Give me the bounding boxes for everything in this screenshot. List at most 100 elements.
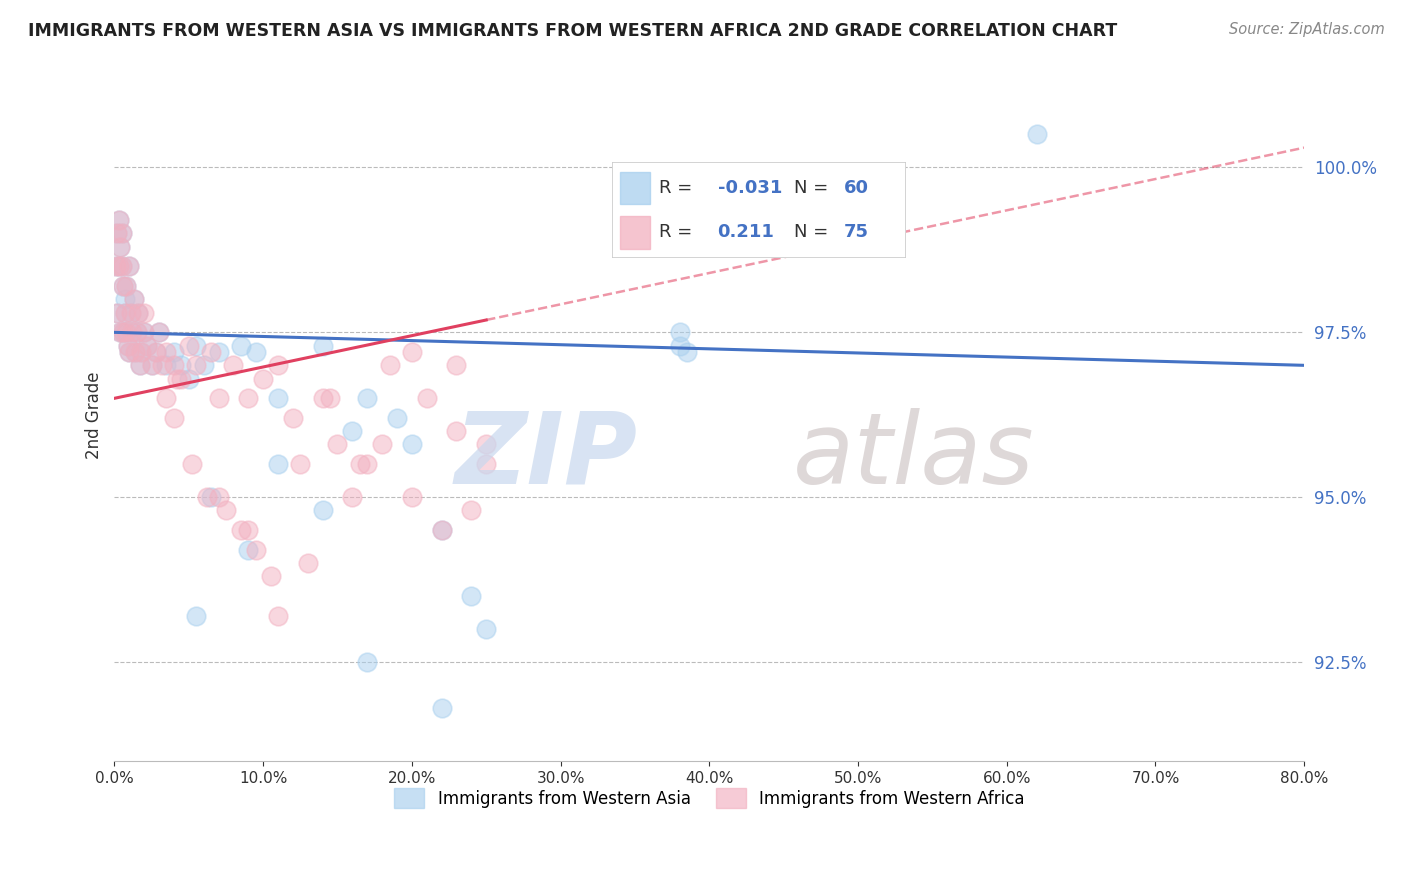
Point [150, 359, 173, 373]
Point [177, 338, 200, 352]
Point [110, 239, 132, 253]
Point [108, 213, 131, 227]
Legend: Immigrants from Western Asia, Immigrants from Western Africa: Immigrants from Western Asia, Immigrants… [388, 781, 1031, 815]
Point [430, 701, 453, 715]
Point [446, 425, 468, 439]
Point [349, 457, 371, 471]
Point [114, 305, 136, 319]
Text: ZIP: ZIP [456, 408, 638, 505]
Point [136, 338, 159, 352]
Point [114, 305, 136, 319]
Point [475, 622, 498, 636]
Point [475, 457, 498, 471]
Point [186, 609, 208, 624]
Point [222, 359, 245, 373]
Point [326, 437, 349, 451]
Point [215, 503, 238, 517]
Point [104, 260, 127, 274]
Point [108, 260, 131, 274]
Point [129, 345, 152, 359]
Point [416, 392, 439, 406]
Point [401, 437, 423, 451]
Point [145, 345, 167, 359]
Point [127, 305, 149, 319]
Point [238, 392, 260, 406]
Point [118, 260, 141, 274]
Point [401, 490, 423, 504]
Point [311, 503, 333, 517]
Point [170, 371, 193, 385]
Point [430, 523, 453, 537]
Text: R =: R = [658, 179, 697, 197]
Point [114, 293, 136, 307]
Point [105, 227, 128, 241]
Text: 0.211: 0.211 [717, 223, 775, 241]
Point [148, 326, 170, 340]
Point [112, 279, 135, 293]
Point [166, 371, 188, 385]
Point [120, 305, 142, 319]
Point [111, 227, 134, 241]
Point [475, 437, 498, 451]
Point [129, 345, 152, 359]
Point [163, 345, 186, 359]
Text: N =: N = [794, 223, 828, 241]
Point [118, 260, 141, 274]
Point [259, 569, 281, 583]
Point [120, 305, 142, 319]
Point [460, 589, 482, 603]
Point [136, 338, 159, 352]
Point [195, 490, 218, 504]
Point [110, 239, 132, 253]
Point [245, 543, 267, 558]
Point [238, 523, 260, 537]
Point [446, 359, 468, 373]
Point [342, 490, 364, 504]
Text: atlas: atlas [793, 408, 1035, 505]
Point [155, 359, 177, 373]
Point [111, 260, 134, 274]
Point [281, 411, 304, 425]
Point [401, 345, 423, 359]
Point [267, 359, 290, 373]
Point [148, 326, 170, 340]
Point [177, 371, 200, 385]
Point [117, 338, 139, 352]
Text: Source: ZipAtlas.com: Source: ZipAtlas.com [1229, 22, 1385, 37]
Point [105, 227, 128, 241]
Point [342, 425, 364, 439]
Point [186, 359, 208, 373]
Point [111, 227, 134, 241]
Point [118, 345, 141, 359]
Bar [620, 216, 650, 249]
Point [186, 338, 208, 352]
Point [1025, 128, 1047, 142]
Point [200, 345, 222, 359]
Point [108, 260, 131, 274]
Point [112, 326, 135, 340]
Point [163, 359, 186, 373]
Point [193, 359, 215, 373]
Point [121, 326, 143, 340]
Point [108, 213, 131, 227]
Point [128, 359, 150, 373]
Point [125, 326, 148, 340]
Point [105, 305, 128, 319]
Point [155, 392, 177, 406]
Point [128, 359, 150, 373]
Point [290, 457, 312, 471]
Point [267, 392, 290, 406]
Point [668, 326, 690, 340]
Point [356, 655, 378, 669]
Bar [620, 171, 650, 204]
Point [668, 338, 690, 352]
Y-axis label: 2nd Grade: 2nd Grade [86, 371, 103, 458]
Text: -0.031: -0.031 [717, 179, 782, 197]
Point [112, 279, 135, 293]
Point [124, 345, 146, 359]
Point [155, 345, 177, 359]
Point [207, 490, 229, 504]
Point [267, 457, 290, 471]
Point [252, 371, 274, 385]
Point [105, 305, 128, 319]
